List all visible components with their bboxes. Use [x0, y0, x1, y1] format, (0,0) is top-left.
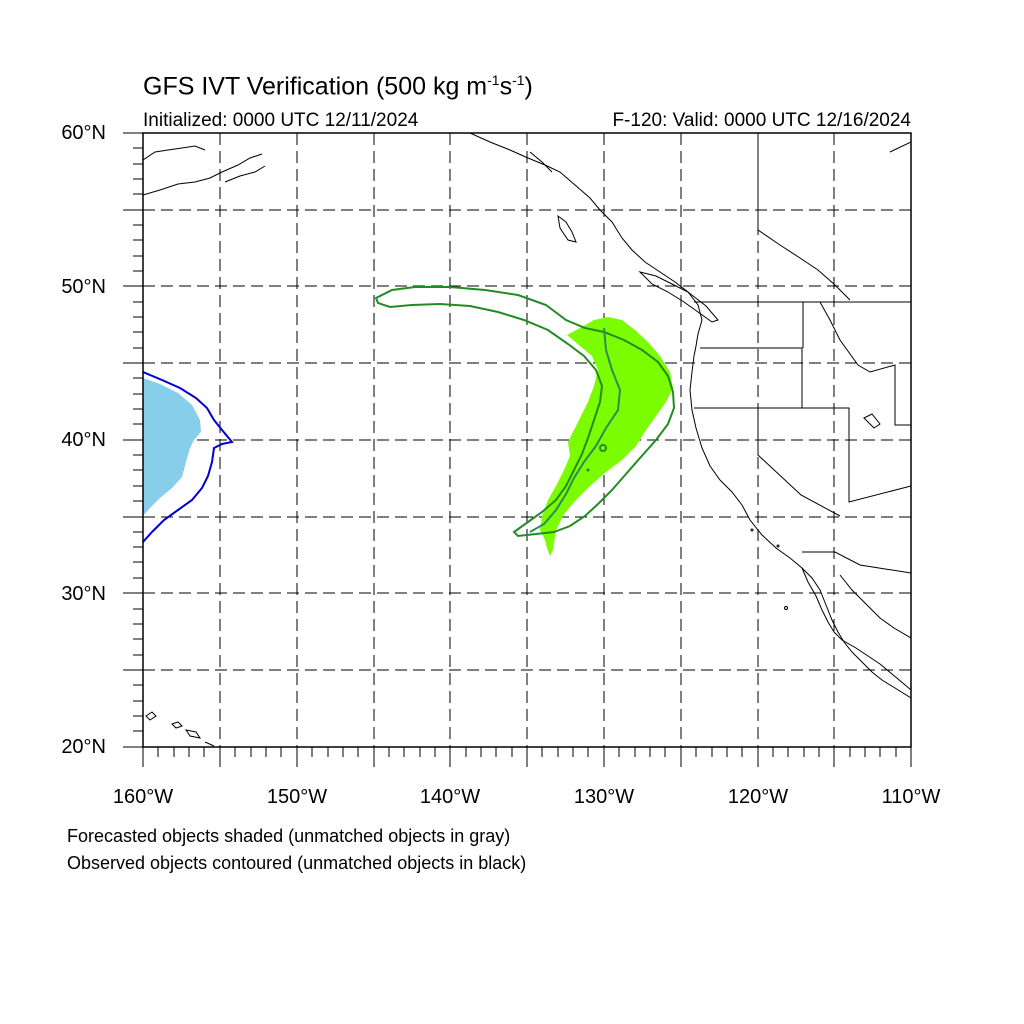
valid-time-label: F-120: Valid: 0000 UTC 12/16/2024: [612, 110, 911, 131]
map-title: GFS IVT Verification (500 kg m-1s-1): [143, 72, 533, 101]
lon-label-110w: 110°W: [881, 786, 941, 808]
lat-label-30n: 30°N: [61, 583, 106, 605]
lon-label-120w: 120°W: [727, 786, 789, 808]
coastlines: [143, 133, 911, 747]
observed-inner-dot-2: [586, 468, 590, 472]
observed-contour-2: [374, 286, 676, 538]
lat-label-50n: 50°N: [61, 276, 106, 298]
lon-label-130w: 130°W: [573, 786, 635, 808]
lat-label-60n: 60°N: [61, 122, 106, 144]
lon-label-150w: 150°W: [266, 786, 328, 808]
forecast-object-2: [540, 317, 673, 556]
initialized-label: Initialized: 0000 UTC 12/11/2024: [143, 110, 419, 131]
lat-label-40n: 40°N: [61, 429, 106, 451]
lon-label-140w: 140°W: [419, 786, 481, 808]
lon-label-160w: 160°W: [112, 786, 174, 808]
observed-inner-contour: [529, 327, 622, 533]
observed-contour-1: [143, 371, 234, 543]
forecast-object-1: [143, 378, 201, 516]
note-observed: Observed objects contoured (unmatched ob…: [67, 853, 527, 873]
grid-lines: [143, 133, 911, 747]
observed-inner-dot: [599, 444, 607, 452]
note-forecast: Forecasted objects shaded (unmatched obj…: [67, 826, 511, 846]
axis-ticks: [123, 132, 912, 767]
lat-label-20n: 20°N: [61, 736, 106, 758]
